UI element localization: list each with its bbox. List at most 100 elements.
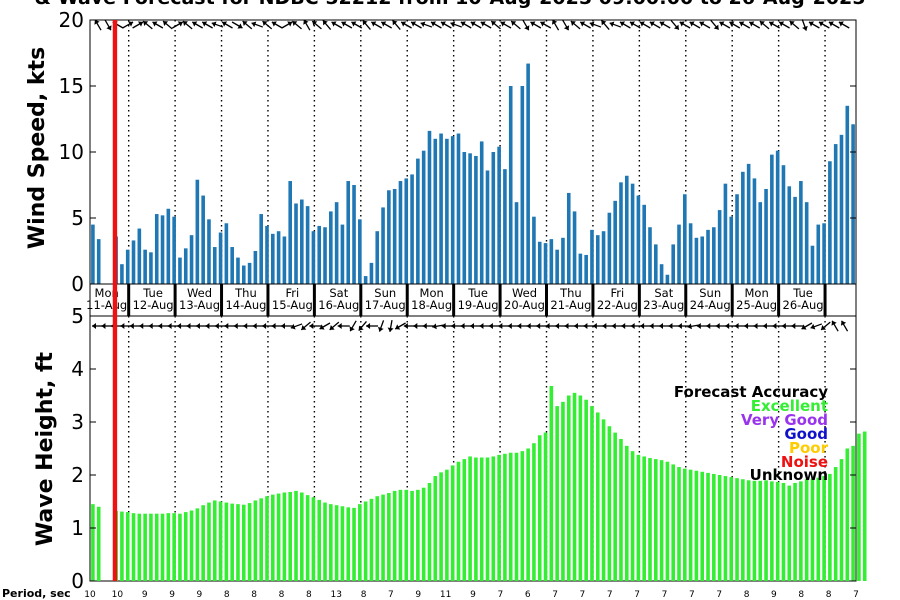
wave-y-tick-label: 5 bbox=[71, 304, 84, 328]
wave-bar bbox=[491, 456, 496, 581]
wind-direction-arrow bbox=[152, 21, 164, 29]
wave-bar bbox=[735, 478, 739, 581]
wind-bar bbox=[224, 223, 229, 284]
wave-direction-arrow bbox=[337, 323, 350, 329]
day-name-label: Sat bbox=[654, 286, 673, 300]
period-tick-label: 7 bbox=[552, 590, 558, 600]
wind-direction-arrow bbox=[619, 21, 631, 29]
wind-bar bbox=[305, 206, 310, 284]
wave-y-tick-label: 0 bbox=[71, 569, 84, 593]
wind-bar bbox=[479, 141, 484, 284]
wave-bar bbox=[456, 461, 461, 581]
wave-bar bbox=[851, 445, 855, 581]
wind-bar bbox=[770, 154, 774, 284]
wind-bar bbox=[526, 63, 530, 285]
wind-bar bbox=[439, 133, 443, 284]
wind-bar bbox=[358, 219, 362, 284]
wave-direction-arrow bbox=[840, 320, 849, 332]
wave-bar bbox=[746, 480, 751, 581]
wave-bar bbox=[375, 496, 380, 581]
wave-bar bbox=[775, 481, 780, 581]
wind-bar bbox=[572, 211, 577, 284]
wind-bar bbox=[537, 241, 542, 284]
wind-direction-arrow bbox=[291, 20, 302, 30]
wave-bar bbox=[781, 482, 786, 581]
wind-bar bbox=[590, 229, 594, 284]
wave-bar bbox=[613, 432, 617, 581]
date-label: 26-Aug bbox=[783, 298, 824, 312]
wave-bar bbox=[741, 479, 745, 581]
wind-direction-arrow bbox=[480, 21, 492, 29]
wave-bar bbox=[334, 505, 339, 581]
wave-bar bbox=[566, 395, 571, 581]
wave-bar bbox=[520, 451, 525, 581]
wind-bar bbox=[183, 248, 188, 284]
wave-bar bbox=[810, 478, 815, 581]
wind-direction-arrow bbox=[629, 21, 641, 29]
wind-bar bbox=[717, 210, 722, 284]
wind-bar bbox=[241, 265, 246, 284]
wind-direction-arrow bbox=[828, 21, 840, 29]
wind-direction-arrow bbox=[460, 21, 472, 29]
forecast-accuracy-legend: Forecast Accuracy Excellent Very Good Go… bbox=[674, 383, 829, 484]
wind-direction-arrow bbox=[500, 21, 512, 29]
wave-bar bbox=[433, 476, 438, 581]
wind-y-tick-label: 10 bbox=[59, 140, 84, 164]
wind-bar bbox=[294, 203, 298, 284]
wave-bar bbox=[816, 477, 821, 581]
wind-bar bbox=[166, 208, 171, 284]
wind-bar bbox=[688, 223, 693, 284]
wave-bar bbox=[839, 459, 844, 581]
wind-direction-arrow bbox=[211, 21, 224, 28]
wind-direction-arrow bbox=[430, 21, 442, 29]
wind-direction-arrow bbox=[400, 21, 412, 29]
wave-bar bbox=[555, 406, 559, 581]
wave-bar bbox=[497, 454, 501, 581]
wind-bar bbox=[845, 105, 850, 284]
wave-direction-arrow bbox=[831, 320, 839, 332]
wave-bar bbox=[729, 477, 734, 581]
wind-bar bbox=[828, 161, 832, 284]
wind-direction-arrow bbox=[380, 21, 392, 29]
period-tick-label: 8 bbox=[251, 590, 257, 600]
wave-bar bbox=[363, 501, 368, 581]
wave-bar bbox=[224, 502, 229, 581]
wind-bar bbox=[474, 155, 478, 284]
wind-bar bbox=[149, 252, 153, 284]
wave-bar bbox=[712, 473, 716, 581]
wind-bar bbox=[160, 215, 165, 284]
wind-bar bbox=[131, 240, 136, 284]
wind-bar bbox=[334, 202, 339, 284]
wind-bar bbox=[764, 188, 768, 284]
wind-direction-arrow bbox=[172, 21, 184, 29]
wind-direction-arrow bbox=[729, 21, 741, 29]
wave-bar bbox=[294, 490, 298, 581]
wind-bar bbox=[369, 262, 374, 284]
wave-bar bbox=[305, 495, 310, 581]
wind-bar bbox=[549, 239, 554, 284]
period-tick-label: 11 bbox=[440, 590, 451, 600]
date-label: 22-Aug bbox=[597, 298, 638, 312]
wind-bar bbox=[555, 249, 559, 284]
wind-direction-arrow bbox=[162, 20, 173, 30]
period-tick-label: 8 bbox=[798, 590, 804, 600]
period-tick-label: 7 bbox=[662, 590, 668, 600]
wave-bar bbox=[688, 469, 693, 581]
date-label: 23-Aug bbox=[643, 298, 684, 312]
wind-bar bbox=[584, 254, 588, 284]
wind-bar bbox=[398, 181, 403, 284]
wind-direction-arrow bbox=[649, 21, 661, 29]
wind-direction-arrow bbox=[201, 21, 213, 29]
wave-bar bbox=[862, 431, 867, 581]
wind-direction-arrow bbox=[768, 21, 780, 29]
wave-direction-arrow bbox=[349, 320, 357, 332]
period-tick-label: 9 bbox=[197, 590, 203, 600]
legend-item-good: Good bbox=[784, 425, 828, 443]
wave-bar bbox=[526, 448, 530, 581]
period-tick-label: 8 bbox=[306, 590, 312, 600]
wind-direction-arrow bbox=[371, 21, 383, 29]
wind-bar bbox=[758, 202, 763, 284]
wind-bar bbox=[746, 163, 751, 284]
wind-bar bbox=[642, 204, 646, 284]
wave-bar bbox=[329, 504, 333, 581]
